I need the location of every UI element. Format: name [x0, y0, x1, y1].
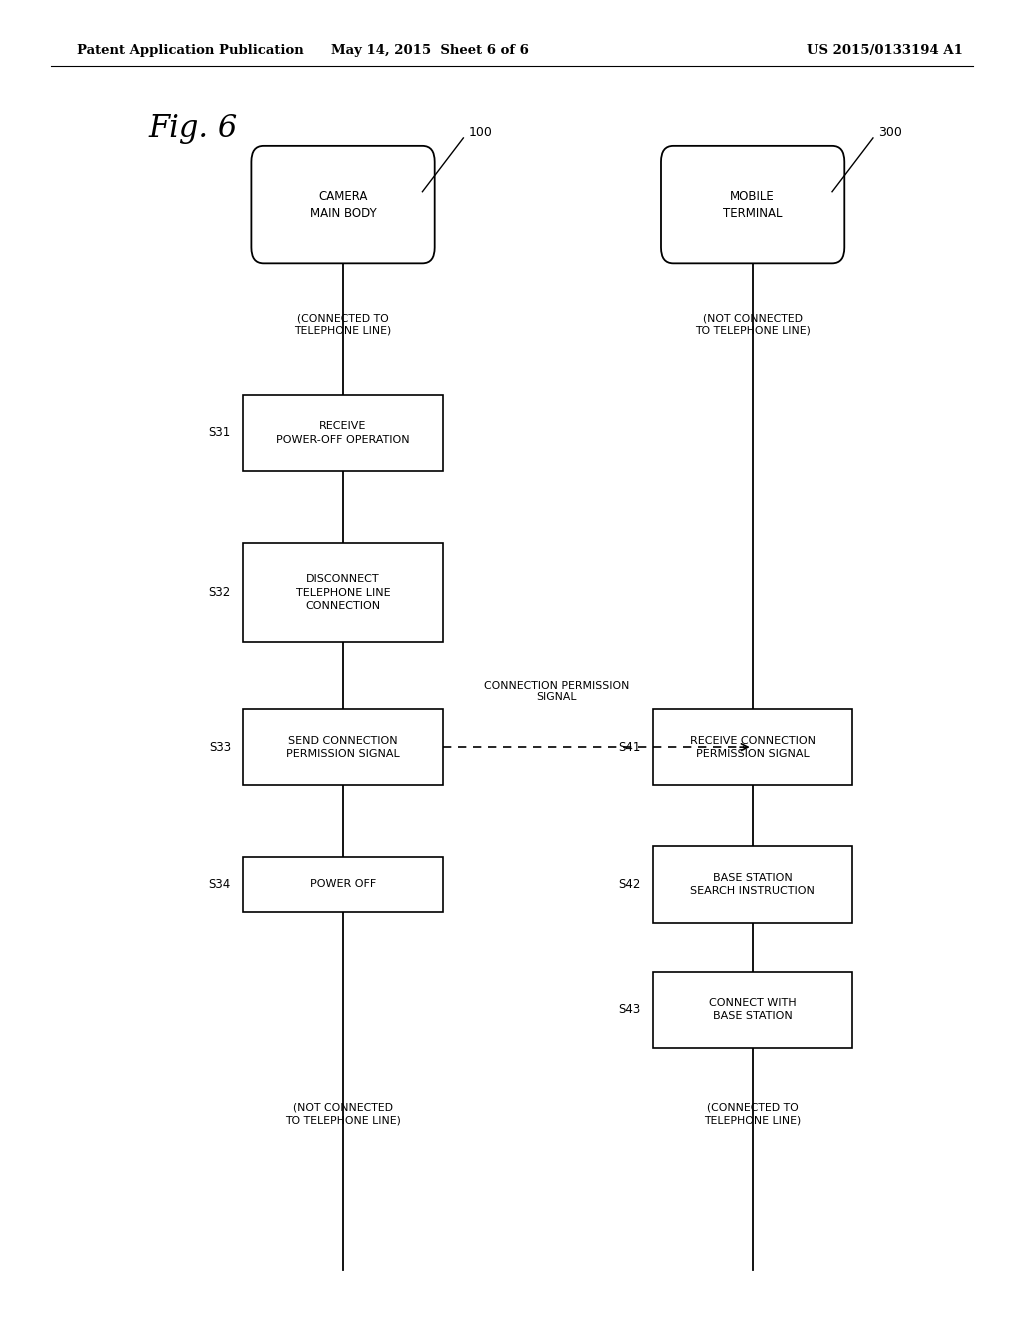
Text: RECEIVE
POWER-OFF OPERATION: RECEIVE POWER-OFF OPERATION: [276, 421, 410, 445]
Bar: [244, 544, 442, 642]
Bar: [653, 709, 852, 785]
Text: MOBILE
TERMINAL: MOBILE TERMINAL: [723, 190, 782, 219]
Text: CONNECT WITH
BASE STATION: CONNECT WITH BASE STATION: [709, 998, 797, 1022]
Bar: [653, 972, 852, 1048]
Text: S41: S41: [618, 741, 641, 754]
Text: (NOT CONNECTED
TO TELEPHONE LINE): (NOT CONNECTED TO TELEPHONE LINE): [285, 1104, 401, 1125]
Text: (NOT CONNECTED
TO TELEPHONE LINE): (NOT CONNECTED TO TELEPHONE LINE): [694, 314, 811, 335]
Text: S31: S31: [209, 426, 231, 440]
Bar: [244, 857, 442, 912]
Bar: [244, 709, 442, 785]
Text: BASE STATION
SEARCH INSTRUCTION: BASE STATION SEARCH INSTRUCTION: [690, 873, 815, 896]
Text: S33: S33: [209, 741, 231, 754]
Text: US 2015/0133194 A1: US 2015/0133194 A1: [807, 44, 963, 57]
Text: S42: S42: [618, 878, 641, 891]
Text: CAMERA
MAIN BODY: CAMERA MAIN BODY: [309, 190, 377, 219]
Bar: [653, 846, 852, 923]
Text: S34: S34: [209, 878, 231, 891]
Text: S32: S32: [209, 586, 231, 599]
Text: SEND CONNECTION
PERMISSION SIGNAL: SEND CONNECTION PERMISSION SIGNAL: [286, 735, 400, 759]
Text: POWER OFF: POWER OFF: [310, 879, 376, 890]
Text: 300: 300: [879, 127, 902, 139]
Text: May 14, 2015  Sheet 6 of 6: May 14, 2015 Sheet 6 of 6: [331, 44, 529, 57]
Text: Patent Application Publication: Patent Application Publication: [77, 44, 303, 57]
Text: RECEIVE CONNECTION
PERMISSION SIGNAL: RECEIVE CONNECTION PERMISSION SIGNAL: [689, 735, 816, 759]
Text: Fig. 6: Fig. 6: [148, 112, 238, 144]
Bar: [244, 395, 442, 471]
FancyBboxPatch shape: [662, 147, 844, 263]
Text: 100: 100: [469, 127, 493, 139]
Text: DISCONNECT
TELEPHONE LINE
CONNECTION: DISCONNECT TELEPHONE LINE CONNECTION: [296, 574, 390, 611]
Text: (CONNECTED TO
TELEPHONE LINE): (CONNECTED TO TELEPHONE LINE): [705, 1104, 801, 1125]
Text: CONNECTION PERMISSION
SIGNAL: CONNECTION PERMISSION SIGNAL: [484, 681, 630, 702]
FancyBboxPatch shape: [252, 147, 434, 263]
Text: S43: S43: [618, 1003, 641, 1016]
Text: (CONNECTED TO
TELEPHONE LINE): (CONNECTED TO TELEPHONE LINE): [295, 314, 391, 335]
